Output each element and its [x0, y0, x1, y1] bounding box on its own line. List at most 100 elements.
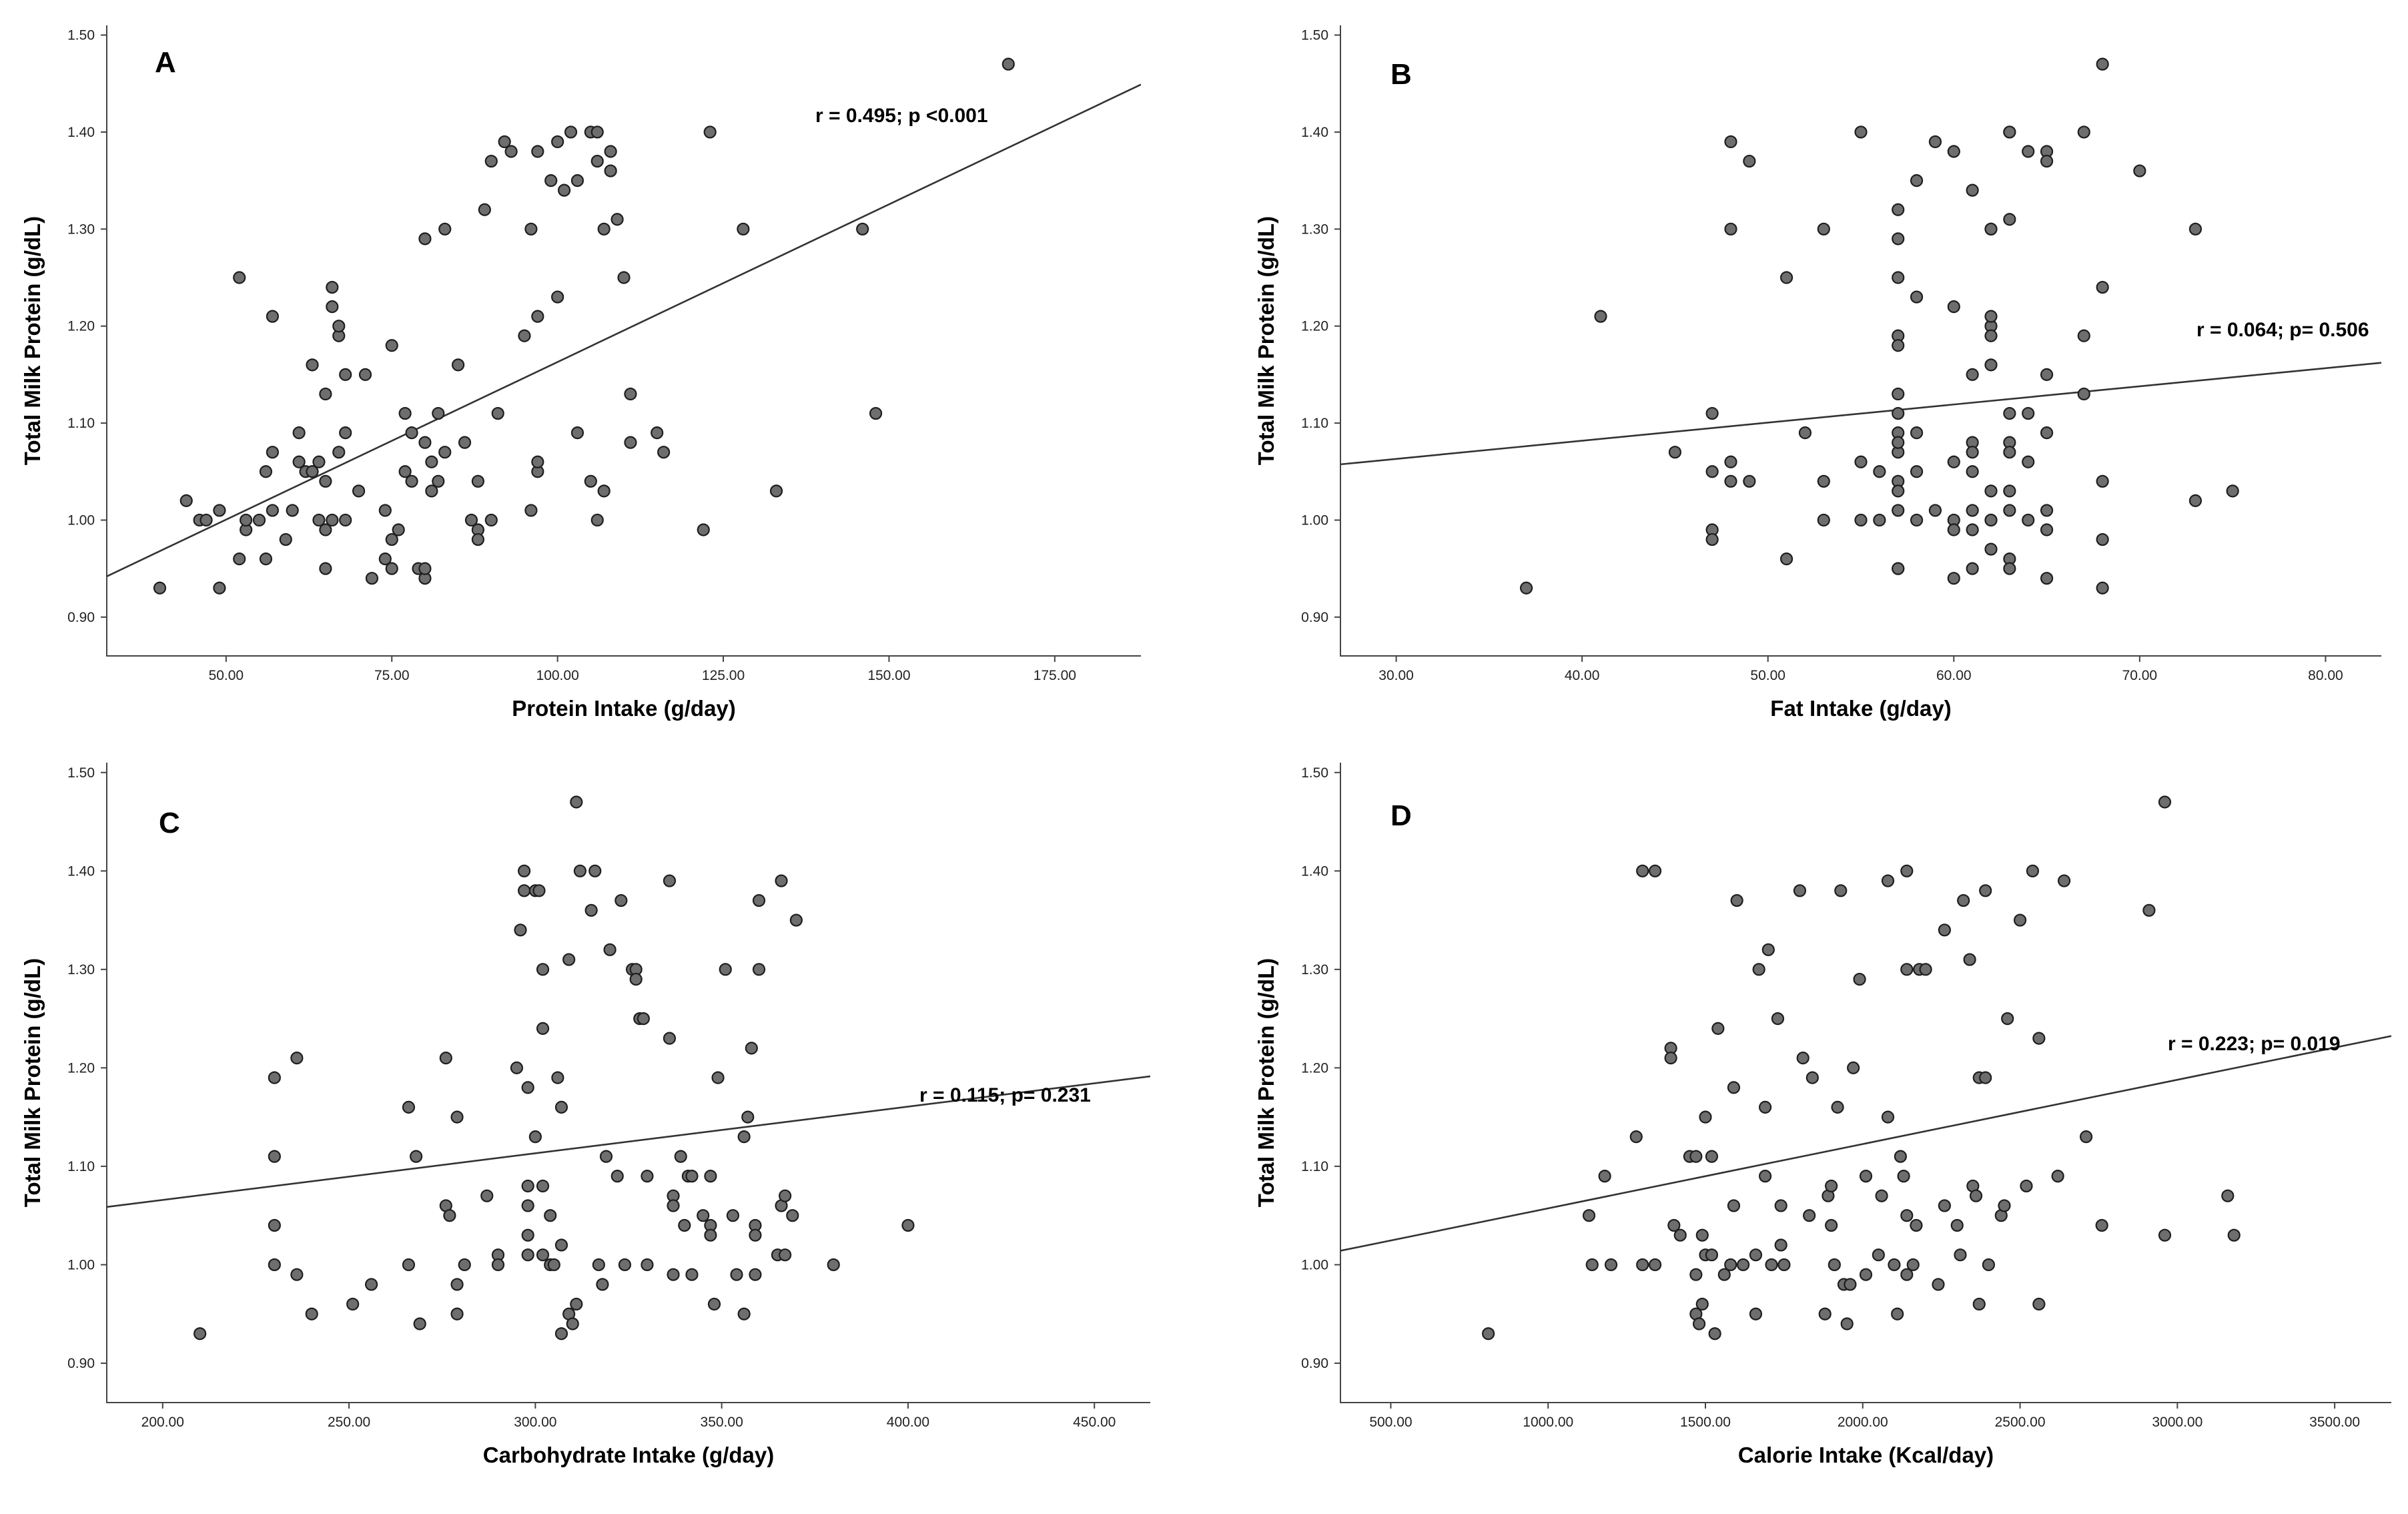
data-point-b [1743, 154, 1756, 168]
data-point-c [641, 1258, 654, 1272]
data-point-b [1966, 183, 1979, 197]
data-point-b [1984, 513, 1998, 527]
x-tick-label-c: 400.00 [887, 1415, 929, 1430]
data-point-a [624, 436, 637, 449]
data-point-c [413, 1317, 426, 1331]
data-point-a [352, 484, 366, 498]
data-point-d [1979, 884, 1992, 897]
data-point-a [292, 426, 306, 440]
data-point-c [536, 1179, 550, 1193]
x-tick-label-a: 50.00 [209, 668, 244, 683]
data-point-b [1873, 513, 1886, 527]
data-point-a [531, 310, 544, 323]
data-point-c [510, 1061, 524, 1074]
y-tick-label-d: 1.30 [1301, 962, 1328, 978]
data-point-a [378, 504, 392, 517]
data-point-a [378, 552, 392, 566]
data-point-a [292, 455, 306, 468]
data-point-d [2057, 874, 2071, 887]
data-point-d [1673, 1228, 1687, 1242]
data-point-a [651, 426, 664, 440]
data-point-a [358, 368, 372, 381]
data-point-c [737, 1307, 751, 1320]
data-point-b [2003, 484, 2016, 498]
data-point-d [2221, 1189, 2235, 1202]
data-point-a [240, 513, 253, 527]
data-point-b [1892, 562, 1905, 575]
data-point-d [1692, 1317, 1706, 1331]
data-point-c [402, 1100, 416, 1114]
data-point-a [213, 504, 226, 517]
data-point-d [1604, 1258, 1618, 1272]
data-point-c [346, 1297, 360, 1311]
data-point-d [1982, 1258, 1996, 1272]
data-point-b [1724, 135, 1737, 149]
data-point-c [439, 1052, 452, 1065]
x-tick-label-b: 60.00 [1936, 668, 1972, 683]
data-point-a [737, 222, 750, 236]
data-point-d [1891, 1307, 1904, 1320]
data-point-b [1854, 513, 1868, 527]
data-point-d [1648, 1258, 1662, 1272]
data-point-a [339, 368, 352, 381]
data-point-a [319, 562, 332, 575]
data-point-b [2003, 562, 2016, 575]
data-point-c [532, 884, 546, 897]
data-point-b [2096, 532, 2109, 546]
data-point-c [667, 1199, 680, 1212]
data-point-c [775, 874, 788, 887]
data-point-a [597, 484, 611, 498]
data-point-b [2022, 145, 2035, 158]
data-point-c [566, 1317, 579, 1331]
y-tick-label-b: 1.30 [1301, 222, 1328, 237]
data-point-d [1938, 1199, 1951, 1212]
data-point-a [590, 154, 604, 168]
data-point-c [596, 1278, 609, 1291]
data-point-a [179, 494, 193, 507]
data-point-d [1919, 963, 1932, 976]
data-point-d [2032, 1297, 2046, 1311]
x-tick-label-d: 500.00 [1369, 1415, 1412, 1430]
data-point-a [432, 406, 445, 420]
y-tick-label-a: 1.30 [67, 222, 95, 237]
data-point-c [536, 1022, 550, 1035]
data-point-a [385, 532, 398, 546]
data-point-b [1910, 513, 1924, 527]
data-point-d [1759, 1100, 1772, 1114]
data-point-a [319, 387, 332, 401]
data-point-a [856, 222, 869, 236]
y-tick-label-a: 0.90 [67, 610, 95, 625]
data-point-c [554, 1100, 568, 1114]
axes-a [106, 25, 1141, 657]
data-point-b [1892, 484, 1905, 498]
data-point-b [1798, 426, 1812, 440]
data-point-c [521, 1248, 534, 1262]
data-point-d [1825, 1179, 1838, 1193]
y-tick-label-c: 1.10 [67, 1159, 95, 1174]
data-point-c [719, 963, 732, 976]
data-point-d [1774, 1238, 1787, 1252]
data-point-c [618, 1258, 632, 1272]
x-tick-label-d: 3500.00 [2309, 1415, 2360, 1430]
data-point-c [480, 1189, 494, 1202]
data-point-a [498, 135, 511, 149]
data-point-c [663, 1032, 677, 1045]
data-point-b [1668, 446, 1682, 459]
panel-letter-a: A [155, 46, 176, 79]
data-point-b [1817, 222, 1830, 236]
data-point-d [1664, 1052, 1677, 1065]
data-point-a [279, 532, 292, 546]
data-point-b [2040, 504, 2054, 517]
data-point-a [604, 145, 617, 158]
data-point-a [425, 455, 438, 468]
data-point-c [707, 1297, 721, 1311]
data-point-c [517, 884, 531, 897]
data-point-d [1853, 972, 1866, 986]
data-point-a [199, 513, 213, 527]
data-point-a [306, 358, 319, 372]
data-point-b [1966, 465, 1979, 478]
data-point-a [398, 406, 412, 420]
data-point-c [588, 864, 602, 877]
fit-line-d [1340, 1035, 2391, 1252]
data-point-b [2077, 387, 2090, 401]
